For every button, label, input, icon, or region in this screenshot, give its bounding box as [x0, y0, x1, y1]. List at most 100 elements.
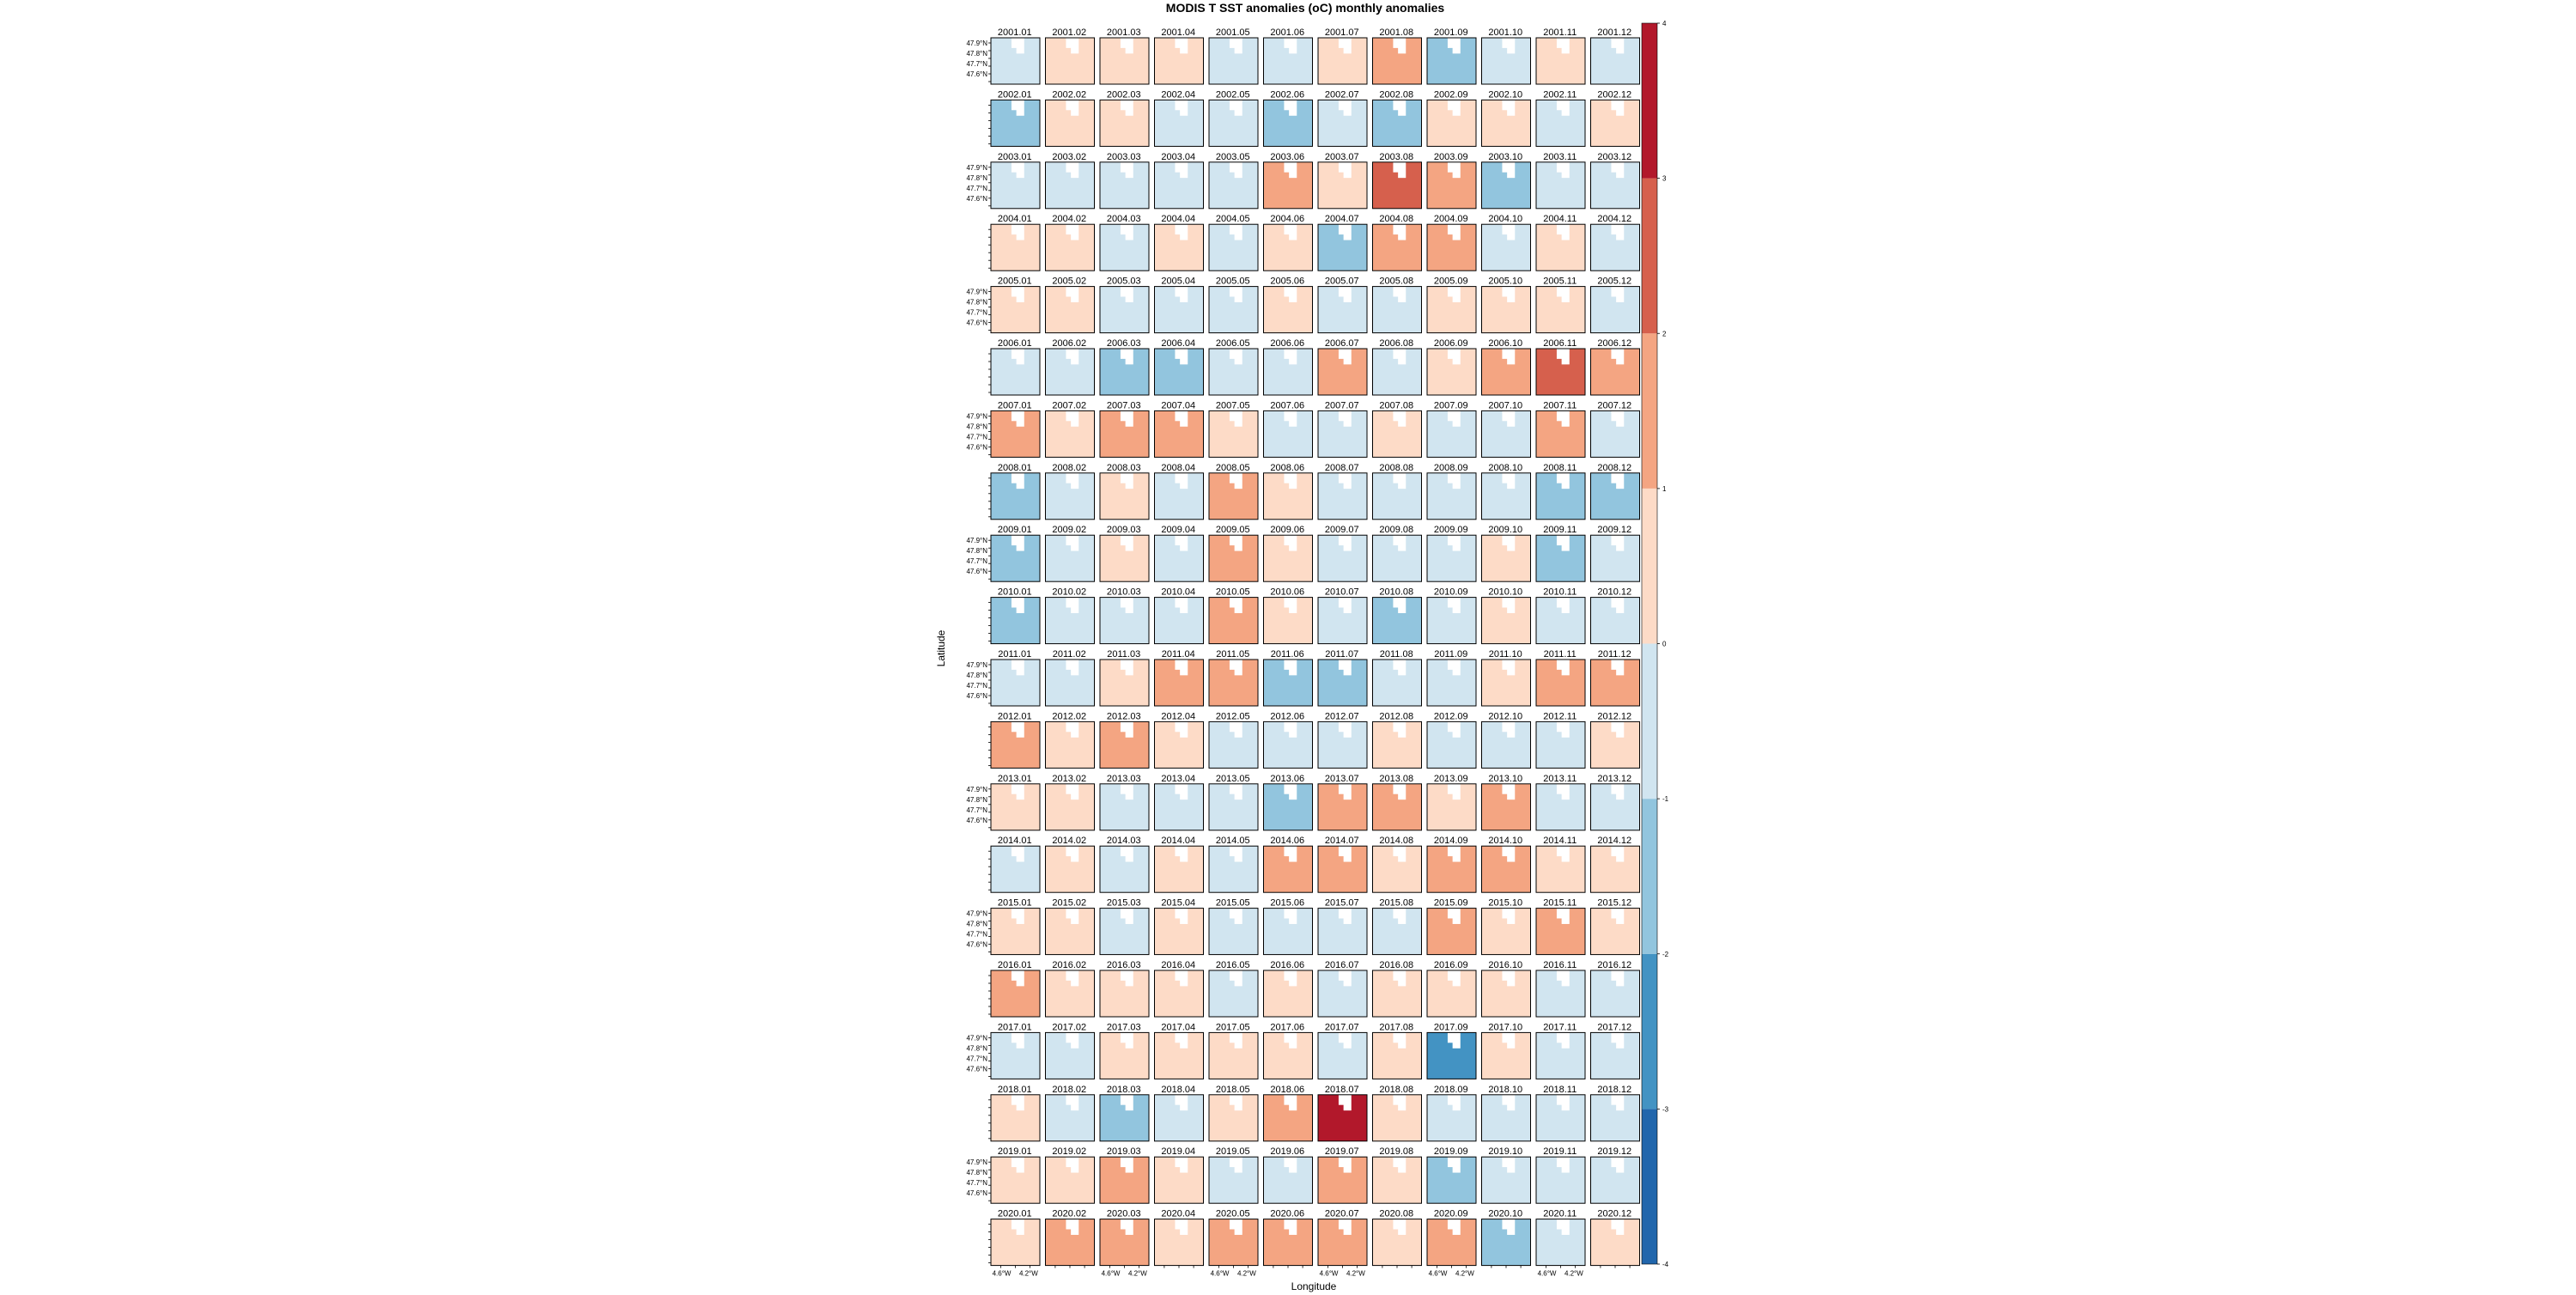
colorbar-tick-label: -4 — [1662, 1261, 1669, 1268]
land-mask — [1016, 721, 1024, 738]
panel-title: 2010.10 — [1488, 587, 1522, 598]
land-mask — [1125, 286, 1133, 302]
land-mask — [1561, 1094, 1570, 1111]
panel-title: 2005.12 — [1597, 277, 1631, 287]
panel-2005-02: 2005.02 — [1045, 277, 1095, 334]
land-mask — [1507, 908, 1516, 924]
panel-2001-11: 2001.11 — [1535, 27, 1586, 85]
panel-title: 2013.03 — [1107, 774, 1141, 784]
panel-title: 2013.05 — [1216, 774, 1250, 784]
panel-2007-07: 2007.07 — [1317, 400, 1368, 458]
panel-2010-03: 2010.03 — [1099, 587, 1150, 645]
panel-frame — [1535, 286, 1586, 334]
panel-title: 2006.01 — [998, 338, 1032, 349]
panel-frame — [1263, 1156, 1313, 1204]
panel-2006-11: 2006.11 — [1535, 338, 1586, 396]
land-mask — [1071, 1094, 1079, 1111]
land-mask — [1289, 660, 1297, 676]
panel-title: 2011.09 — [1434, 649, 1467, 660]
panel-title: 2017.09 — [1434, 1022, 1468, 1032]
panel-2006-05: 2006.05 — [1208, 338, 1259, 396]
panel-frame — [1426, 845, 1477, 893]
panel-2009-01: 2009.01 47.9°N 47.8°N 47.7°N 47.6°N — [966, 525, 1041, 582]
panel-frame — [1590, 597, 1640, 645]
panel-2013-02: 2013.02 — [1045, 774, 1095, 831]
land-mask — [1616, 970, 1625, 987]
panel-frame — [1590, 659, 1640, 707]
panel-title: 2010.12 — [1597, 587, 1631, 598]
panel-title: 2007.12 — [1597, 400, 1631, 410]
land-mask — [1561, 908, 1570, 924]
panel-title: 2003.07 — [1325, 152, 1359, 162]
land-mask — [1616, 660, 1625, 676]
land-mask — [1398, 535, 1406, 551]
panel-frame — [990, 845, 1041, 893]
panel-frame — [1590, 1156, 1640, 1204]
panel-frame — [990, 908, 1041, 956]
panel-frame — [1372, 845, 1422, 893]
panel-2005-01: 2005.01 47.9°N 47.8°N 47.7°N 47.6°N — [966, 277, 1041, 334]
land-mask — [1561, 970, 1570, 987]
y-tick-label: 47.9°N — [966, 412, 987, 420]
panel-title: 2014.08 — [1379, 836, 1413, 846]
panel-2017-11: 2017.11 — [1535, 1022, 1586, 1079]
land-mask — [1398, 286, 1406, 302]
panel-title: 2018.08 — [1379, 1085, 1413, 1095]
panel-title: 2016.04 — [1161, 960, 1195, 970]
land-mask — [1616, 410, 1625, 427]
panel-2018-08: 2018.08 — [1372, 1085, 1422, 1142]
panel-frame — [1481, 1156, 1531, 1204]
land-mask — [1343, 286, 1352, 302]
y-tick-label: 47.8°N — [966, 423, 987, 430]
land-mask — [1561, 783, 1570, 800]
panel-frame — [1426, 720, 1477, 769]
panel-2009-05: 2009.05 — [1208, 525, 1259, 582]
panel-frame — [1372, 286, 1422, 334]
land-mask — [1507, 783, 1516, 800]
panel-2019-02: 2019.02 — [1045, 1146, 1095, 1204]
panel-frame — [1154, 970, 1204, 1018]
panel-title: 2009.08 — [1379, 525, 1413, 535]
panel-title: 2018.12 — [1597, 1085, 1631, 1095]
panel-2001-01: 2001.01 47.9°N 47.8°N 47.7°N 47.6°N — [966, 27, 1041, 85]
panel-2006-07: 2006.07 — [1317, 338, 1368, 396]
panel-frame — [990, 286, 1041, 334]
panel-2016-03: 2016.03 — [1099, 960, 1150, 1018]
panel-frame — [1208, 908, 1259, 956]
panel-frame — [1045, 99, 1095, 147]
panel-frame — [1590, 472, 1640, 520]
panel-frame — [990, 37, 1041, 85]
panel-2016-05: 2016.05 — [1208, 960, 1259, 1018]
panel-title: 2013.06 — [1270, 774, 1304, 784]
panel-2016-08: 2016.08 — [1372, 960, 1422, 1018]
panel-frame — [1372, 659, 1422, 707]
panel-2009-04: 2009.04 — [1154, 525, 1204, 582]
panel-2007-03: 2007.03 — [1099, 400, 1150, 458]
land-mask — [1125, 783, 1133, 800]
land-mask — [1343, 472, 1352, 489]
land-mask — [1289, 721, 1297, 738]
colorbar-bin — [1642, 799, 1657, 954]
panel-frame — [990, 597, 1041, 645]
land-mask — [1561, 410, 1570, 427]
land-mask — [1234, 846, 1242, 862]
panel-2013-10: 2013.10 — [1481, 774, 1531, 831]
panel-title: 2001.07 — [1325, 27, 1359, 38]
panel-frame — [1099, 37, 1150, 85]
panel-2013-07: 2013.07 — [1317, 774, 1368, 831]
panel-frame — [1317, 597, 1368, 645]
land-mask — [1016, 1094, 1024, 1111]
y-tick-label: 47.6°N — [966, 319, 987, 327]
panel-2014-08: 2014.08 — [1372, 836, 1422, 893]
land-mask — [1616, 472, 1625, 489]
panel-frame — [1426, 410, 1477, 458]
panel-2012-06: 2012.06 — [1263, 711, 1313, 769]
land-mask — [1234, 535, 1242, 551]
panel-2011-12: 2011.12 — [1590, 649, 1640, 707]
land-mask — [1343, 908, 1352, 924]
panel-frame — [1099, 845, 1150, 893]
panel-frame — [1263, 659, 1313, 707]
panel-title: 2016.12 — [1597, 960, 1631, 970]
panel-2017-01: 2017.01 47.9°N 47.8°N 47.7°N 47.6°N — [966, 1022, 1041, 1079]
panel-frame — [1099, 597, 1150, 645]
